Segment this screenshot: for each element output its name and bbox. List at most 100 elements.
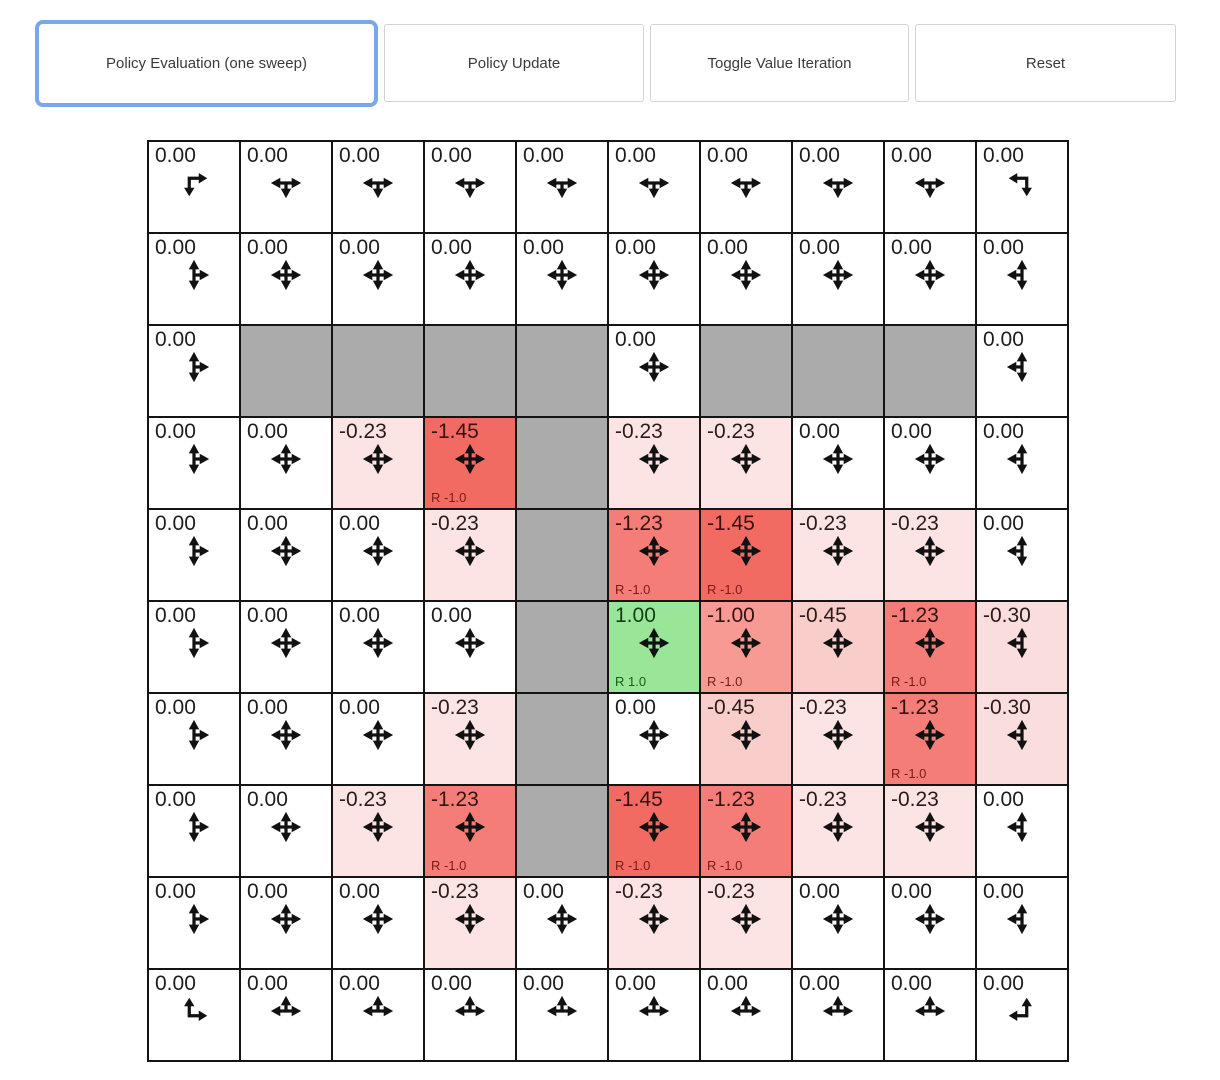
grid-cell[interactable]: 0.00	[425, 234, 515, 324]
grid-cell[interactable]: -1.45 R -1.0	[609, 786, 699, 876]
policy-arrows-icon	[728, 809, 764, 845]
grid-cell[interactable]: 0.00	[517, 970, 607, 1060]
cell-value: 0.00	[891, 420, 932, 443]
grid-cell[interactable]: 0.00	[517, 878, 607, 968]
grid-cell[interactable]: 0.00	[425, 602, 515, 692]
grid-cell[interactable]: -0.23	[333, 418, 423, 508]
grid-cell[interactable]: 0.00	[977, 970, 1067, 1060]
grid-cell[interactable]: 0.00	[333, 970, 423, 1060]
grid-cell[interactable]: -0.23	[333, 786, 423, 876]
policy-update-button[interactable]: Policy Update	[384, 24, 644, 102]
grid-cell[interactable]: -1.00 R -1.0	[701, 602, 791, 692]
grid-cell[interactable]: -0.23	[701, 418, 791, 508]
grid-cell[interactable]: 0.00	[425, 142, 515, 232]
grid-cell[interactable]: 0.00	[517, 234, 607, 324]
grid-cell[interactable]: 0.00	[793, 234, 883, 324]
grid-cell[interactable]: 0.00	[977, 418, 1067, 508]
grid-cell[interactable]: 0.00	[149, 694, 239, 784]
grid-cell[interactable]: 0.00	[241, 694, 331, 784]
grid-cell[interactable]: -1.23 R -1.0	[885, 694, 975, 784]
grid-cell[interactable]: 0.00	[885, 234, 975, 324]
grid-cell[interactable]: -1.23 R -1.0	[701, 786, 791, 876]
grid-cell[interactable]: 0.00	[241, 234, 331, 324]
grid-cell[interactable]: 0.00	[517, 142, 607, 232]
grid-cell[interactable]: 0.00	[333, 602, 423, 692]
grid-cell[interactable]: 0.00	[977, 142, 1067, 232]
reset-button[interactable]: Reset	[915, 24, 1176, 102]
grid-cell[interactable]: 0.00	[333, 510, 423, 600]
grid-cell[interactable]: 0.00	[149, 878, 239, 968]
grid-cell[interactable]: 0.00	[701, 234, 791, 324]
grid-cell[interactable]: -0.45	[793, 602, 883, 692]
grid-cell[interactable]: 0.00	[885, 970, 975, 1060]
grid-cell[interactable]: 0.00	[793, 970, 883, 1060]
grid-cell[interactable]: 1.00 R 1.0	[609, 602, 699, 692]
grid-cell[interactable]: 0.00	[149, 602, 239, 692]
grid-cell[interactable]: 0.00	[885, 418, 975, 508]
grid-cell[interactable]: 0.00	[333, 234, 423, 324]
toggle-value-iteration-button[interactable]: Toggle Value Iteration	[650, 24, 909, 102]
grid-cell[interactable]: -1.45 R -1.0	[425, 418, 515, 508]
grid-cell[interactable]: -0.23	[609, 878, 699, 968]
wall-cell	[793, 326, 883, 416]
grid-cell[interactable]: 0.00	[333, 878, 423, 968]
grid-cell[interactable]: -0.23	[793, 786, 883, 876]
grid-cell[interactable]: 0.00	[977, 786, 1067, 876]
grid-cell[interactable]: 0.00	[149, 418, 239, 508]
grid-cell[interactable]: 0.00	[241, 142, 331, 232]
policy-arrows-icon	[728, 901, 764, 937]
grid-cell[interactable]: -0.23	[701, 878, 791, 968]
grid-cell[interactable]: -0.23	[609, 418, 699, 508]
grid-cell[interactable]: -0.23	[793, 510, 883, 600]
grid-cell[interactable]: 0.00	[241, 418, 331, 508]
grid-cell[interactable]: -1.23 R -1.0	[425, 786, 515, 876]
grid-cell[interactable]: -0.23	[885, 510, 975, 600]
grid-cell[interactable]: -0.23	[885, 786, 975, 876]
grid-cell[interactable]: 0.00	[425, 970, 515, 1060]
cell-value: -0.45	[799, 604, 847, 627]
grid-cell[interactable]: -0.30	[977, 602, 1067, 692]
grid-cell[interactable]: 0.00	[241, 510, 331, 600]
grid-cell[interactable]: 0.00	[609, 326, 699, 416]
grid-cell[interactable]: 0.00	[609, 142, 699, 232]
grid-cell[interactable]: 0.00	[977, 878, 1067, 968]
grid-cell[interactable]: 0.00	[241, 786, 331, 876]
grid-cell[interactable]: 0.00	[333, 694, 423, 784]
grid-cell[interactable]: -1.23 R -1.0	[885, 602, 975, 692]
grid-cell[interactable]: 0.00	[977, 234, 1067, 324]
policy-arrows-icon	[268, 441, 304, 477]
grid-cell[interactable]: 0.00	[885, 142, 975, 232]
grid-cell[interactable]: -0.23	[425, 878, 515, 968]
grid-cell[interactable]: 0.00	[149, 970, 239, 1060]
grid-cell[interactable]: 0.00	[609, 234, 699, 324]
grid-cell[interactable]: 0.00	[977, 326, 1067, 416]
grid-cell[interactable]: 0.00	[977, 510, 1067, 600]
grid-cell[interactable]: 0.00	[149, 326, 239, 416]
grid-cell[interactable]: 0.00	[701, 142, 791, 232]
policy-evaluation-button[interactable]: Policy Evaluation (one sweep)	[35, 19, 378, 107]
grid-cell[interactable]: 0.00	[149, 510, 239, 600]
policy-arrows-icon	[452, 441, 488, 477]
grid-cell[interactable]: 0.00	[701, 970, 791, 1060]
grid-cell[interactable]: -0.23	[425, 510, 515, 600]
grid-cell[interactable]: 0.00	[241, 878, 331, 968]
grid-cell[interactable]: 0.00	[241, 602, 331, 692]
grid-cell[interactable]: 0.00	[609, 970, 699, 1060]
grid-cell[interactable]: -1.45 R -1.0	[701, 510, 791, 600]
grid-cell[interactable]: -0.23	[425, 694, 515, 784]
grid-cell[interactable]: 0.00	[149, 142, 239, 232]
grid-cell[interactable]: 0.00	[793, 142, 883, 232]
grid-cell[interactable]: 0.00	[885, 878, 975, 968]
grid-cell[interactable]: -0.45	[701, 694, 791, 784]
grid-cell[interactable]: 0.00	[609, 694, 699, 784]
policy-arrows-icon	[636, 349, 672, 385]
grid-cell[interactable]: 0.00	[793, 418, 883, 508]
grid-cell[interactable]: -0.23	[793, 694, 883, 784]
grid-cell[interactable]: 0.00	[333, 142, 423, 232]
grid-cell[interactable]: 0.00	[793, 878, 883, 968]
grid-cell[interactable]: 0.00	[149, 786, 239, 876]
grid-cell[interactable]: 0.00	[241, 970, 331, 1060]
grid-cell[interactable]: 0.00	[149, 234, 239, 324]
grid-cell[interactable]: -1.23 R -1.0	[609, 510, 699, 600]
grid-cell[interactable]: -0.30	[977, 694, 1067, 784]
